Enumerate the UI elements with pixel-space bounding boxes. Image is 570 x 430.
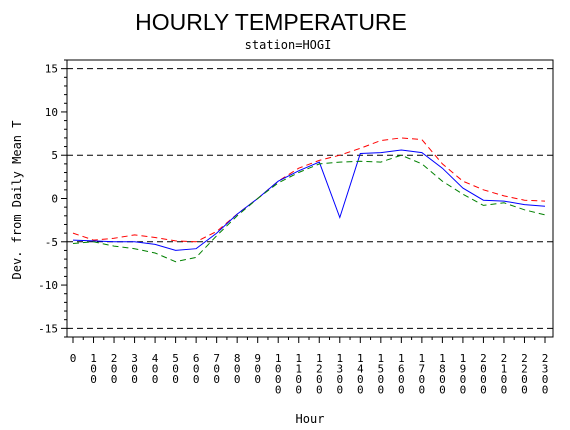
x-axis: 0 1 0 0 2 0 0 3 0 0 4 0 0 5 0 0 6 0 0 7 0 0 8 0 0 9 0 0 1 0 0 0 1 1 0 0 1 2 0 0… <box>70 337 549 397</box>
y-tick-label: 0 <box>51 193 58 206</box>
y-axis-label: Dev. from Daily Mean T <box>10 121 24 280</box>
y-tick-label: 10 <box>45 106 58 119</box>
y-tick-label: -10 <box>38 279 58 292</box>
chart-subtitle: station=HOGI <box>245 38 332 52</box>
chart-title: HOURLY TEMPERATURE <box>135 9 407 35</box>
series-layer <box>72 137 546 263</box>
y-tick-label: -5 <box>45 236 58 249</box>
y-tick-label: -15 <box>38 322 58 335</box>
y-axis: -15 -10 -5 0 5 10 15 <box>38 59 67 338</box>
x-axis-label: Hour <box>296 412 325 426</box>
series-line-2 <box>72 149 546 251</box>
x-tick-label: 0 <box>70 352 77 365</box>
y-tick-label: 15 <box>45 63 58 76</box>
y-tick-label: 5 <box>51 149 58 162</box>
reference-lines <box>67 68 553 329</box>
series-line-3 <box>72 154 546 263</box>
series-line-1 <box>72 137 546 243</box>
